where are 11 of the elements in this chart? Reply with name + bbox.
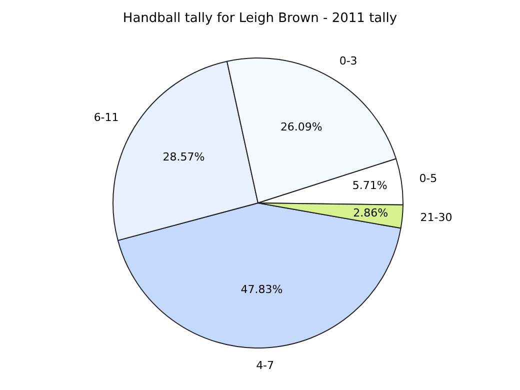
slice-label: 0-5 — [419, 172, 438, 185]
slice-label: 4-7 — [256, 358, 274, 372]
slice-label: 6-11 — [94, 111, 119, 124]
data-label: 28.57% — [162, 150, 205, 164]
data-label: 26.09% — [280, 120, 322, 134]
slice-label: 21-30 — [420, 211, 452, 224]
slice-label: 0-3 — [339, 54, 358, 68]
data-label: 2.86% — [353, 206, 388, 220]
data-label: 5.71% — [352, 179, 388, 192]
chart-title: Handball tally for Leigh Brown - 2011 tally — [122, 11, 398, 26]
data-label: 47.83% — [240, 282, 283, 296]
